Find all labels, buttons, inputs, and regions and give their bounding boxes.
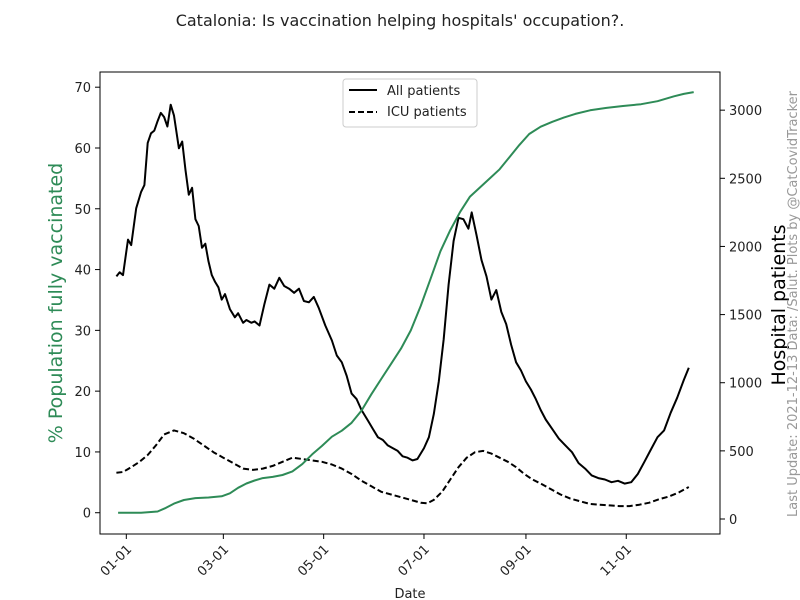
plot-area [115, 91, 694, 514]
y-left-tick-label: 60 [74, 142, 91, 157]
y-left-tick-label: 50 [74, 203, 91, 218]
x-tick-label: 03-01 [195, 542, 232, 579]
y-right-tick-label: 2000 [729, 240, 762, 255]
chart-title: Catalonia: Is vaccination helping hospit… [176, 11, 625, 30]
y-left-tick-label: 30 [74, 324, 91, 339]
x-tick-label: 11-01 [598, 542, 635, 579]
x-tick-label: 09-01 [497, 542, 534, 579]
y-right-tick-label: 3000 [729, 104, 762, 119]
footer-note: Last Update: 2021-12-13 Data: /Salut. Pl… [786, 90, 800, 517]
legend-label-all-patients: All patients [387, 84, 461, 99]
y-axis-left: 0 10 20 30 40 50 60 70 [74, 81, 100, 522]
y-right-tick-label: 1500 [729, 309, 762, 324]
y-left-tick-label: 0 [83, 507, 91, 522]
x-tick-label: 01-01 [98, 542, 135, 579]
y-axis-left-label: % Population fully vaccinated [45, 163, 67, 443]
plot-frame [99, 71, 721, 535]
y-left-tick-label: 10 [74, 446, 91, 461]
series-line-all-patients [115, 103, 690, 485]
y-right-tick-label: 0 [729, 513, 737, 528]
y-left-tick-label: 20 [74, 385, 91, 400]
x-axis: 01-01 03-01 05-01 07-01 09-01 11-01 [98, 534, 635, 580]
legend: All patients ICU patients [342, 78, 478, 128]
y-right-tick-label: 2500 [729, 172, 762, 187]
y-right-tick-label: 1000 [729, 377, 762, 392]
y-left-tick-label: 70 [74, 81, 91, 96]
y-axis-right-label: Hospital patients [768, 224, 790, 385]
series-line-population-fully-vaccinated [118, 91, 694, 514]
series-line-icu-patients [116, 429, 690, 508]
x-axis-label: Date [394, 587, 425, 600]
y-right-tick-label: 500 [729, 445, 754, 460]
x-tick-label: 07-01 [395, 542, 432, 579]
legend-label-icu-patients: ICU patients [387, 105, 467, 120]
y-axis-right: 0 500 1000 1500 2000 2500 3000 [720, 104, 762, 528]
y-left-tick-label: 40 [74, 264, 91, 279]
x-tick-label: 05-01 [295, 542, 332, 579]
